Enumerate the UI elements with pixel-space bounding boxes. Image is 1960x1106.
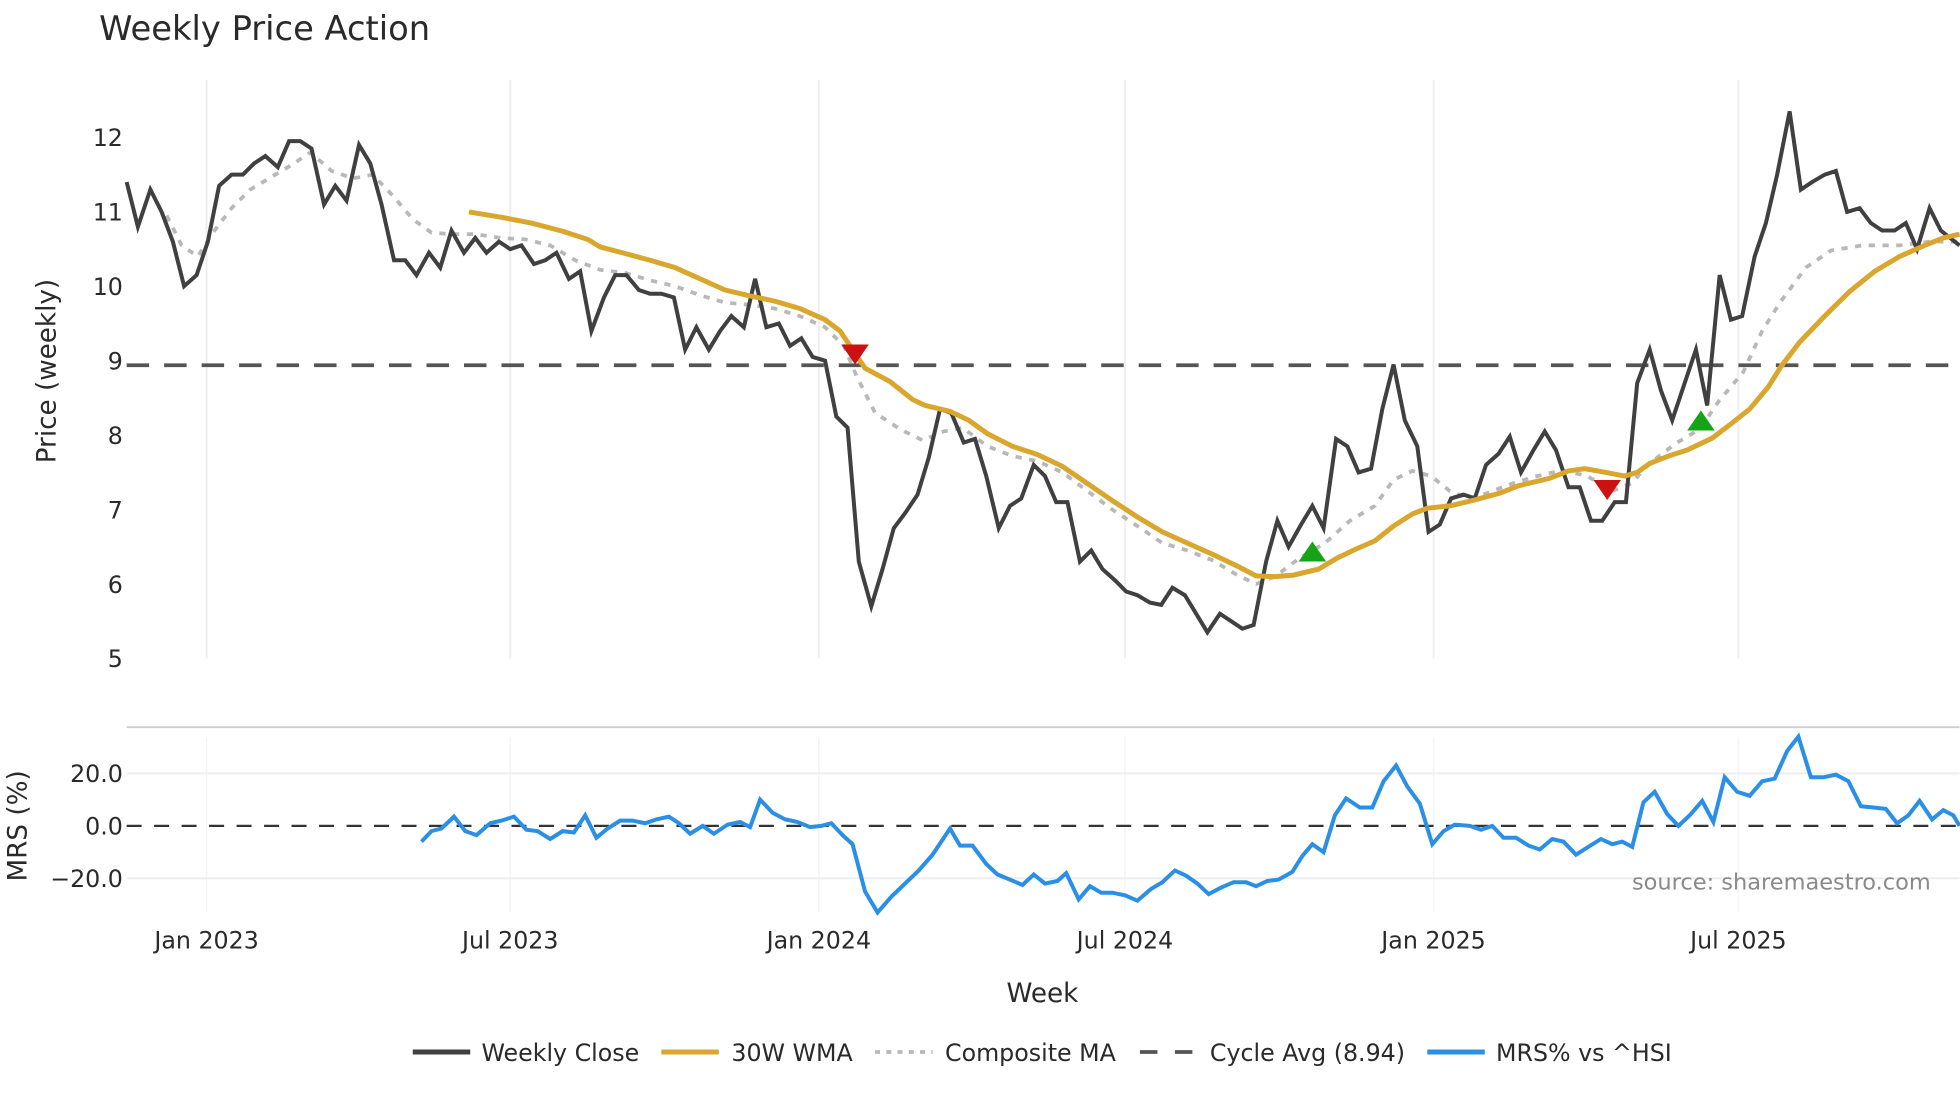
buy-signal-marker	[1687, 410, 1715, 431]
legend-label-cycle-avg[interactable]: Cycle Avg (8.94)	[1210, 1039, 1405, 1067]
legend: Weekly Close 30W WMA Composite MA Cycle …	[412, 1039, 1672, 1067]
x-tick-labels: Jan 2023 Jul 2023 Jan 2024 Jul 2024 Jan 2025…	[152, 926, 1786, 954]
price-y-axis-label: Price (weekly)	[32, 279, 62, 463]
x-tick: Jan 2024	[765, 926, 871, 954]
price-y-tick: 5	[108, 645, 123, 673]
source-note: source: sharemaestro.com	[1632, 870, 1931, 896]
x-tick: Jan 2025	[1379, 926, 1485, 954]
x-tick: Jul 2025	[1688, 926, 1787, 954]
mrs-y-tick: −20.0	[50, 865, 123, 893]
price-y-tick-labels: 12 11 10 9 8 7 6 5	[93, 124, 123, 673]
weekly-close-line	[124, 111, 1960, 637]
chart-title: Weekly Price Action	[99, 9, 430, 48]
mrs-horizontal-gridlines	[126, 772, 1960, 880]
legend-label-wma[interactable]: 30W WMA	[731, 1039, 853, 1067]
legend-label-weekly-close[interactable]: Weekly Close	[481, 1039, 639, 1067]
price-y-tick: 8	[108, 422, 123, 450]
legend-label-composite-ma[interactable]: Composite MA	[945, 1039, 1117, 1067]
sell-signal-marker	[841, 344, 869, 365]
mrs-vertical-gridlines	[205, 737, 1740, 913]
price-y-tick: 9	[108, 347, 123, 375]
mrs-line	[420, 732, 1960, 916]
x-tick: Jul 2023	[460, 926, 559, 954]
sell-signal-marker	[1593, 479, 1621, 500]
mrs-y-tick-labels: 20.0 0.0 −20.0	[50, 760, 123, 893]
mrs-y-tick: 0.0	[85, 813, 123, 841]
x-axis-label: Week	[1007, 979, 1080, 1009]
x-tick: Jan 2023	[152, 926, 258, 954]
price-y-tick: 7	[108, 496, 123, 524]
mrs-y-axis-label: MRS (%)	[4, 770, 34, 881]
price-vertical-gridlines	[205, 79, 1740, 659]
price-y-tick: 11	[93, 199, 123, 227]
x-tick: Jul 2024	[1075, 926, 1174, 954]
mrs-y-tick: 20.0	[70, 760, 123, 788]
legend-label-mrs[interactable]: MRS% vs ^HSI	[1496, 1039, 1672, 1067]
price-y-tick: 6	[108, 571, 123, 599]
signal-markers	[841, 344, 1715, 562]
buy-signal-marker	[1298, 541, 1327, 562]
wma-30w-line	[468, 209, 1960, 580]
price-y-tick: 10	[93, 273, 123, 301]
price-y-tick: 12	[93, 124, 123, 152]
